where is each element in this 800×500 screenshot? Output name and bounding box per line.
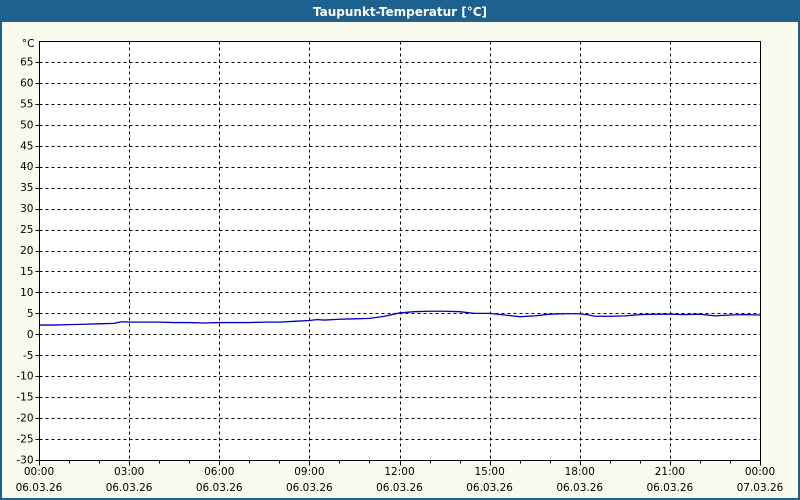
x-time-label: 21:00 [655,466,685,478]
x-axis-ticks [39,460,761,466]
x-date-label: 06.03.26 [286,482,333,494]
window-title: Taupunkt-Temperatur [°C] [312,5,488,19]
x-date-label: 06.03.26 [556,482,603,494]
y-tick-label: -5 [23,350,33,362]
y-tick-label: 40 [20,161,33,173]
x-date-label: 06.03.26 [16,482,63,494]
y-tick-label: 30 [20,203,33,215]
y-tick-label: 55 [20,98,33,110]
y-axis-labels: -30 -25 -20 -15 -10 -5 0 5 10 15 20 25 30 35 40 45 50 55 6… [16,56,33,466]
x-date-label: 06.03.26 [376,482,423,494]
x-date-label: 06.03.26 [196,482,243,494]
y-axis-ticks [35,62,40,461]
x-time-label: 00:00 [745,466,775,478]
x-date-label: 06.03.26 [466,482,513,494]
y-tick-label: 10 [20,287,33,299]
y-tick-label: 50 [20,119,33,131]
chart-area: -30 -25 -20 -15 -10 -5 0 5 10 15 20 25 30 35 40 45 50 55 6… [2,22,798,498]
y-tick-label: 60 [20,77,33,89]
x-time-label: 18:00 [565,466,595,478]
x-date-label: 06.03.26 [106,482,153,494]
x-date-label: 06.03.26 [646,482,693,494]
x-time-label: 12:00 [384,466,414,478]
y-tick-label: 0 [27,329,34,341]
x-time-label: 15:00 [474,466,504,478]
y-tick-label: 15 [20,266,33,278]
chart-canvas: -30 -25 -20 -15 -10 -5 0 5 10 15 20 25 30 35 40 45 50 55 6… [16,38,784,494]
y-tick-label: 5 [27,308,34,320]
y-tick-label: 25 [20,224,33,236]
y-tick-label: -15 [16,392,33,404]
y-tick-label: 20 [20,245,33,257]
y-tick-label: 65 [20,56,33,68]
dewpoint-line [39,310,761,326]
x-time-label: 00:00 [24,466,54,478]
y-tick-label: 45 [20,140,33,152]
x-axis-date-labels: 06.03.26 06.03.26 06.03.26 06.03.26 06.03.26… [16,482,784,494]
x-time-label: 06:00 [204,466,234,478]
x-time-label: 09:00 [294,466,324,478]
x-axis-time-labels: 00:00 03:00 06:00 09:00 12:00 15:00 18:00 21:00… [24,466,775,478]
y-tick-label: -25 [16,434,33,446]
y-tick-label: 35 [20,182,33,194]
vertical-gridlines [129,41,671,461]
x-date-label: 07.03.26 [737,482,784,494]
window-titlebar: Taupunkt-Temperatur [°C] [2,2,798,22]
y-tick-label: -20 [16,413,33,425]
y-tick-label: -10 [16,371,33,383]
y-axis-unit-label: °C [22,38,35,50]
y-tick-label: -30 [16,455,33,467]
x-time-label: 03:00 [114,466,144,478]
